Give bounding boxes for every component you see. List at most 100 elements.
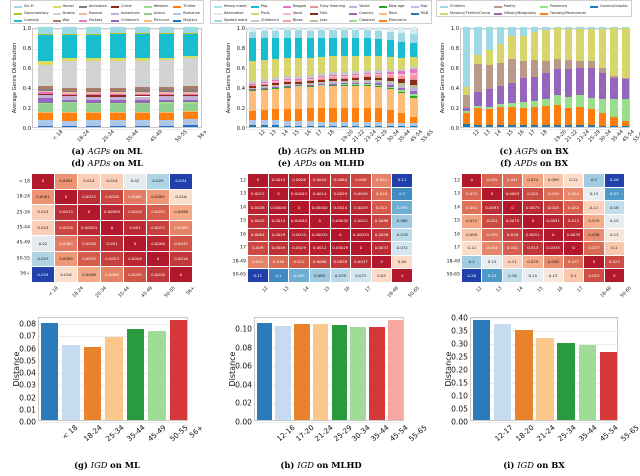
bar-segment	[110, 92, 126, 94]
bar-segment	[329, 75, 337, 77]
bar-segment	[134, 95, 150, 97]
heatmap-cell: 0.00042	[289, 214, 309, 228]
bar-segment	[485, 64, 493, 89]
stacked-bar	[86, 27, 102, 127]
bar-segment	[375, 55, 383, 70]
bar-segment	[409, 79, 417, 85]
bar-segment	[86, 95, 102, 97]
heatmap-cell: 0.0075	[502, 214, 523, 228]
bar-segment	[260, 86, 268, 88]
bar-segment	[386, 69, 394, 73]
bar-segment	[352, 122, 360, 126]
bar-segment	[110, 27, 126, 34]
x-tick-label: 35-44	[369, 423, 391, 444]
bar-segment	[508, 107, 516, 125]
bar-segment	[159, 96, 175, 100]
legend-label: Comics/Graphic	[599, 4, 629, 8]
gridline	[247, 129, 417, 130]
bar-segment	[375, 83, 383, 85]
heatmap-col-label: 56+	[185, 286, 196, 297]
gridline	[33, 129, 201, 130]
bar-segment	[295, 84, 303, 86]
heatmap-cell: 0.15	[482, 255, 502, 269]
bar-segment	[340, 74, 348, 76]
bar-segment	[398, 122, 406, 127]
heatmap-cell: 0.0014	[289, 228, 309, 242]
bar-segment	[110, 87, 126, 91]
stacked-bar	[398, 27, 406, 127]
bar-segment	[587, 98, 595, 110]
stacked-bar	[134, 27, 150, 127]
bar-segment	[306, 78, 314, 80]
legend-label: Animation	[88, 4, 108, 8]
heatmap-cell: 0.15	[604, 214, 624, 228]
legend-swatch	[410, 5, 419, 8]
bar-segment	[283, 125, 291, 127]
heatmap-cell: 0.001	[124, 220, 146, 236]
y-tick-label: 0.0	[236, 126, 245, 132]
plot-area-c: 0.0 0.2 0.4 0.6 0.8 1.0 12 13 14 15 16 17 18 19-20 21-…	[451, 26, 640, 144]
bar-segment	[485, 106, 493, 109]
bar-segment	[497, 63, 505, 86]
legend-swatch	[213, 12, 222, 15]
bar-segment	[306, 86, 314, 87]
bar-segment	[283, 84, 291, 86]
bar-segment	[317, 83, 326, 85]
y-tick-label: 0.6	[450, 66, 459, 72]
y-tick-label: 0.06	[235, 361, 252, 371]
gridline	[255, 366, 403, 368]
bar-segment	[352, 75, 360, 77]
bar-segment	[386, 88, 394, 110]
x-tick-label: 18-20	[513, 423, 536, 444]
bar-segment	[519, 125, 527, 127]
bar-segment	[86, 93, 102, 96]
legend-label: Fantasy/Paranormal	[550, 11, 586, 15]
x-tick-label: 21-24	[534, 423, 557, 444]
stacked-bar	[249, 27, 257, 127]
bar-segment	[621, 79, 629, 100]
bar-segment	[306, 85, 314, 86]
legend-label: History/Biography	[503, 11, 537, 15]
legend-swatch	[439, 5, 448, 8]
bar-segment	[249, 125, 257, 127]
heatmap-cell: 0.093	[289, 269, 309, 282]
bar-segment	[375, 122, 383, 126]
bar-segment	[340, 55, 348, 72]
heatmap-row-label: 17	[454, 245, 460, 251]
caption-d: (d) APDs on ML	[71, 158, 143, 168]
gridline	[471, 331, 617, 332]
y-tick-label: 0.08	[19, 319, 36, 329]
legend-label: World	[359, 4, 370, 8]
gridline	[461, 129, 629, 130]
bar-segment	[386, 83, 394, 85]
heatmap-col-label: 50-65	[407, 286, 421, 299]
bar-segment	[37, 126, 53, 127]
bar-segment	[183, 125, 199, 127]
heatmap-cell: 0.0043	[309, 174, 330, 187]
bar-segment	[386, 72, 394, 75]
legend-item: Comics/Graphic	[589, 3, 629, 10]
bar-segment	[329, 78, 337, 82]
bar-segment	[386, 125, 394, 127]
heatmap-cell: 0.078	[392, 228, 412, 242]
bar-segment	[249, 119, 257, 126]
stacked-bar	[463, 27, 471, 127]
heatmap-cell: 0.013	[563, 214, 584, 228]
bar-segment	[519, 35, 527, 61]
bar-segment	[159, 103, 175, 112]
bar-segment	[363, 122, 371, 126]
bar-segment	[375, 80, 383, 82]
y-tick-label: 0.15	[451, 378, 468, 388]
bar-segment	[587, 28, 595, 61]
bar-segment	[306, 83, 314, 85]
bar-segment	[576, 95, 584, 107]
heatmap-row-label: 12	[240, 178, 246, 184]
stacked-bar	[295, 27, 303, 127]
heatmap-col-label: 25-34	[95, 286, 109, 299]
x-tick-label: 45-49	[146, 423, 169, 444]
stacked-bar	[159, 27, 175, 127]
legend-item: Musical	[78, 10, 107, 17]
heatmap-col-label: 12	[261, 286, 270, 294]
legend-item: Animation	[78, 3, 108, 10]
heatmap-cell: 0.018	[502, 228, 523, 242]
